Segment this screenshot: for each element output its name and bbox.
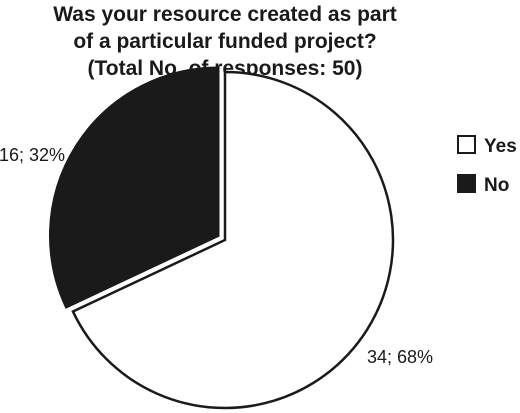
pie-slice-no — [48, 66, 220, 309]
chart-title: Was your resource created as part of a p… — [53, 3, 397, 80]
legend-label-yes: Yes — [484, 136, 517, 157]
legend-item-no: No — [457, 174, 509, 196]
data-label-no: 16; 32% — [0, 145, 65, 165]
pie-slice-yes — [71, 70, 395, 410]
legend: Yes No — [457, 135, 517, 196]
title-line-1: Was your resource created as part — [53, 3, 397, 26]
title-line-2: of a particular funded project? — [73, 30, 376, 53]
title-line-3: (Total No. of responses: 50) — [88, 57, 363, 80]
legend-swatch-yes — [457, 135, 476, 154]
legend-label-no: No — [484, 175, 509, 196]
legend-item-yes: Yes — [457, 135, 517, 157]
data-label-yes: 34; 68% — [367, 347, 433, 367]
legend-swatch-no — [457, 174, 476, 193]
